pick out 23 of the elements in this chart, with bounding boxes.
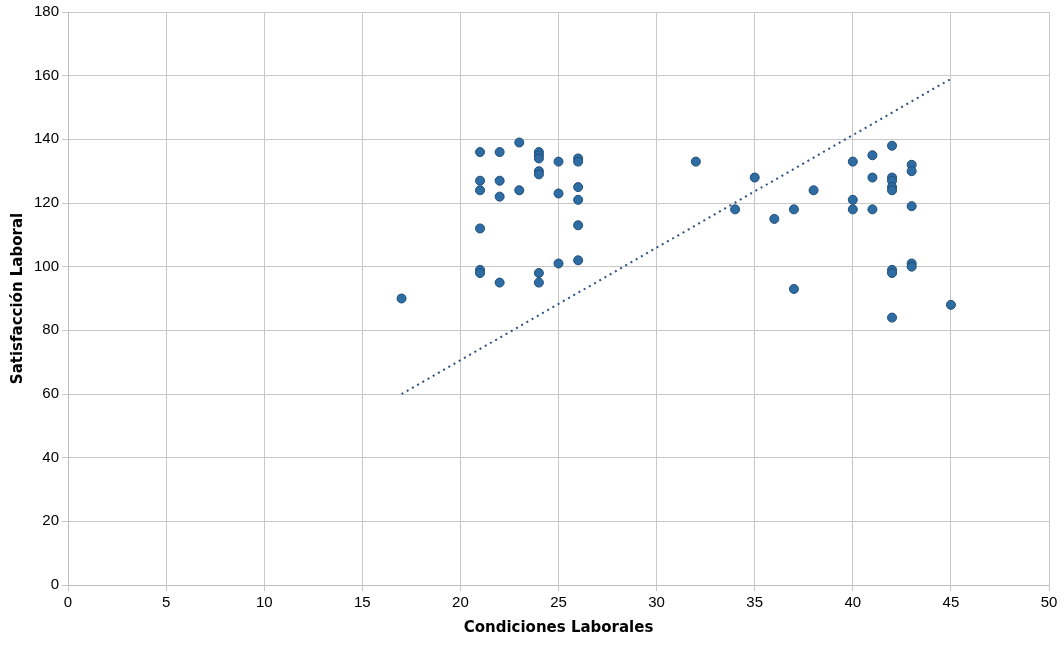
x-tick-label: 40 — [844, 593, 862, 611]
x-tick-label: 25 — [550, 593, 567, 611]
y-axis-title: Satisfacción Laboral — [7, 212, 26, 385]
y-tick-label: 180 — [34, 2, 60, 20]
y-tick-label: 80 — [42, 320, 60, 338]
x-tick-label: 0 — [63, 593, 73, 611]
y-tick-label: 20 — [42, 511, 60, 529]
y-tick-label: 100 — [34, 256, 60, 274]
x-tick-label: 35 — [746, 593, 764, 611]
x-tick-label: 30 — [648, 593, 665, 611]
x-tick-label: 15 — [353, 593, 371, 611]
x-axis-title: Condiciones Laborales — [463, 617, 654, 636]
x-tick-label: 5 — [161, 593, 171, 611]
x-tick-label: 45 — [942, 593, 960, 611]
y-tick-label: 60 — [42, 384, 60, 402]
y-tick-label: 120 — [34, 193, 60, 211]
y-tick-label: 0 — [50, 575, 60, 593]
y-tick-label: 140 — [34, 129, 60, 147]
y-tick-label: 40 — [42, 447, 60, 465]
x-tick-label: 50 — [1040, 593, 1058, 611]
y-tick-label: 160 — [34, 65, 60, 83]
x-tick-label: 10 — [255, 593, 273, 611]
x-tick-label: 20 — [452, 593, 469, 611]
